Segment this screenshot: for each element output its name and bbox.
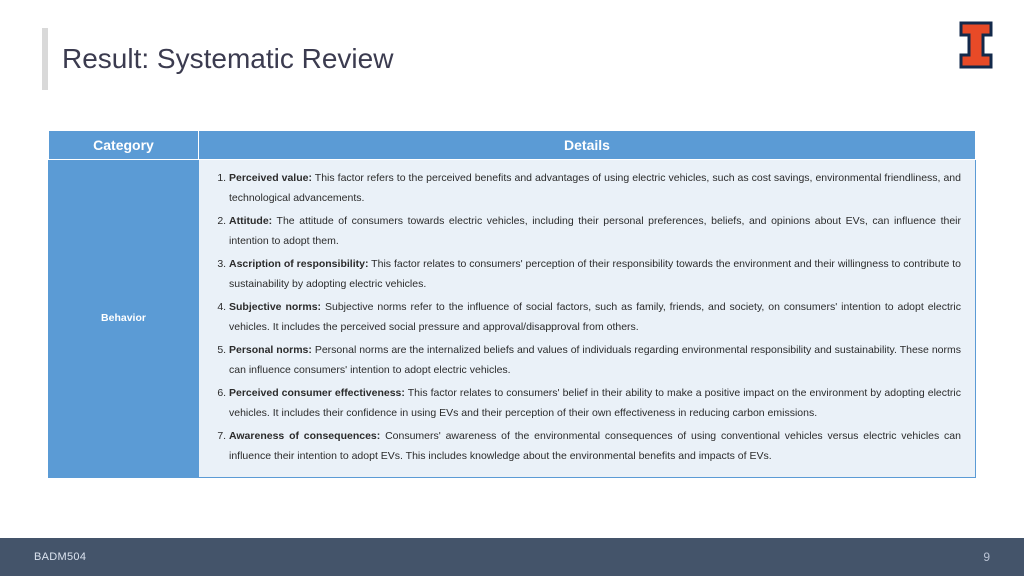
- details-cell: Perceived value: This factor refers to t…: [199, 160, 976, 478]
- item-term: Ascription of responsibility:: [229, 258, 368, 270]
- item-desc: Personal norms are the internalized beli…: [229, 344, 961, 376]
- item-term: Attitude:: [229, 215, 272, 227]
- details-list: Perceived value: This factor refers to t…: [213, 168, 961, 467]
- category-cell: Behavior: [49, 160, 199, 478]
- details-item: Ascription of responsibility: This facto…: [229, 254, 961, 295]
- col-header-details: Details: [199, 131, 976, 160]
- title-bar: Result: Systematic Review: [42, 28, 393, 90]
- illinois-logo-icon: [958, 20, 994, 70]
- item-term: Perceived consumer effectiveness:: [229, 387, 405, 399]
- table-header-row: Category Details: [49, 131, 976, 160]
- details-item: Perceived consumer effectiveness: This f…: [229, 383, 961, 424]
- page-title: Result: Systematic Review: [62, 43, 393, 75]
- title-accent: [42, 28, 48, 90]
- item-desc: This factor refers to the perceived bene…: [229, 172, 961, 204]
- footer-page-number: 9: [983, 550, 990, 564]
- details-item: Awareness of consequences: Consumers' aw…: [229, 426, 961, 467]
- item-desc: The attitude of consumers towards electr…: [229, 215, 961, 247]
- details-item: Attitude: The attitude of consumers towa…: [229, 211, 961, 252]
- item-term: Perceived value:: [229, 172, 312, 184]
- footer-course-code: BADM504: [34, 551, 86, 563]
- item-desc: Subjective norms refer to the influence …: [229, 301, 961, 333]
- item-term: Awareness of consequences:: [229, 430, 380, 442]
- details-item: Subjective norms: Subjective norms refer…: [229, 297, 961, 338]
- logo-path: [961, 23, 991, 67]
- slide: Result: Systematic Review Category Detai…: [0, 0, 1024, 576]
- item-term: Personal norms:: [229, 344, 312, 356]
- details-item: Perceived value: This factor refers to t…: [229, 168, 961, 209]
- details-item: Personal norms: Personal norms are the i…: [229, 340, 961, 381]
- table-row: Behavior Perceived value: This factor re…: [49, 160, 976, 478]
- col-header-category: Category: [49, 131, 199, 160]
- footer-bar: BADM504 9: [0, 538, 1024, 576]
- item-term: Subjective norms:: [229, 301, 321, 313]
- review-table: Category Details Behavior Perceived valu…: [48, 130, 976, 478]
